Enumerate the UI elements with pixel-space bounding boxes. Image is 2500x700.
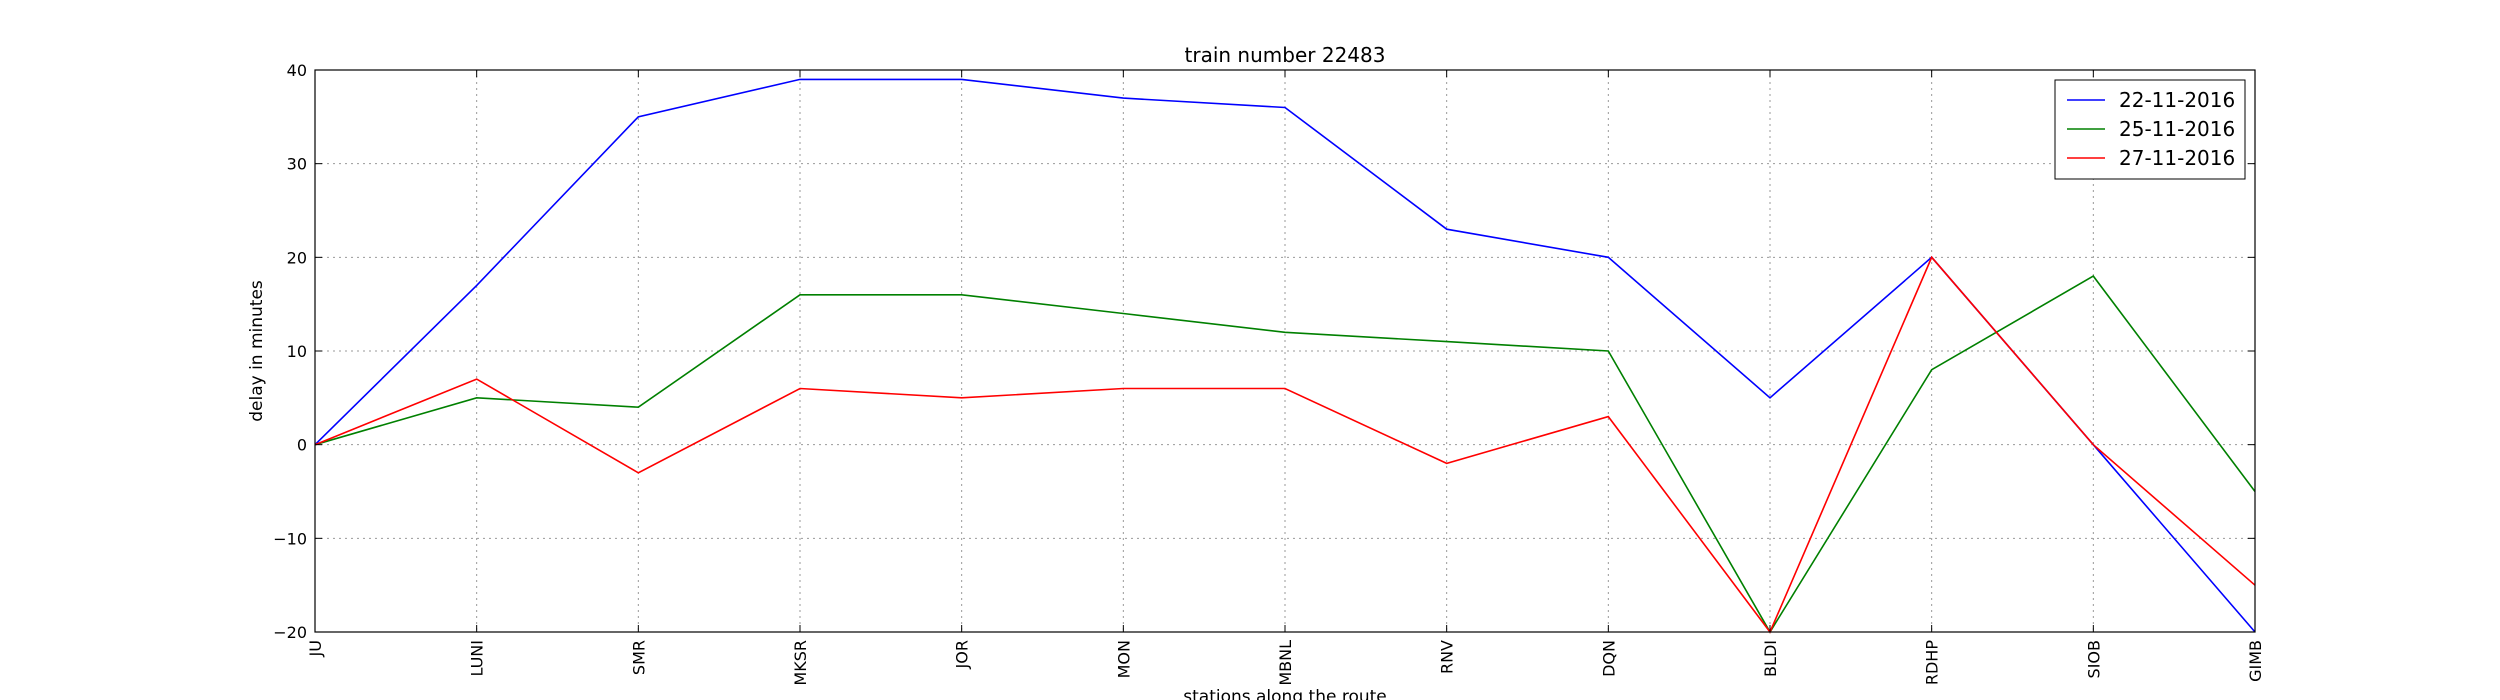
chart-title: train number 22483	[1185, 43, 1386, 67]
x-tick-label: RNV	[1438, 640, 1457, 674]
y-tick-label: 20	[287, 248, 307, 267]
x-axis-ticks: JU LUNI SMR MKSR JOR MON MBNL RNV DQN BLDI RDHP SIO…	[306, 70, 2265, 686]
series-line	[314, 78, 2256, 633]
legend-label: 22-11-2016	[2119, 88, 2235, 112]
x-tick-label: RDHP	[1923, 640, 1942, 685]
legend-box	[2054, 79, 2246, 180]
x-tick-label: SMR	[629, 640, 648, 675]
legend-label: 27-11-2016	[2119, 146, 2235, 170]
x-tick-label: SIOB	[2084, 640, 2103, 678]
y-tick-label: 30	[287, 155, 307, 174]
y-tick-label: 40	[287, 61, 307, 80]
y-tick-label: −20	[273, 623, 307, 642]
series-line	[314, 275, 2256, 634]
y-axis-label: delay in minutes	[247, 280, 267, 422]
y-tick-label: 0	[297, 436, 307, 455]
x-tick-label: GIMB	[2246, 640, 2265, 682]
y-axis-ticks: −20 −10 0 10 20 30 40	[273, 61, 2255, 642]
x-tick-label: MBNL	[1276, 640, 1295, 686]
x-tick-label: JOR	[953, 640, 972, 669]
x-axis-label: stations along the route	[1183, 687, 1387, 700]
legend-label: 25-11-2016	[2119, 117, 2235, 141]
series-lines	[314, 78, 2256, 634]
x-tick-label: LUNI	[468, 640, 487, 677]
legend: 22-11-2016 25-11-2016 27-11-2016	[2054, 79, 2246, 180]
x-tick-label: BLDI	[1761, 640, 1780, 677]
y-tick-label: −10	[273, 529, 307, 548]
series-line	[314, 255, 2256, 634]
x-tick-label: JU	[306, 640, 325, 657]
x-tick-label: MKSR	[791, 640, 810, 686]
x-tick-label: MON	[1114, 640, 1133, 678]
x-tick-label: DQN	[1599, 640, 1618, 677]
y-tick-label: 10	[287, 342, 307, 361]
